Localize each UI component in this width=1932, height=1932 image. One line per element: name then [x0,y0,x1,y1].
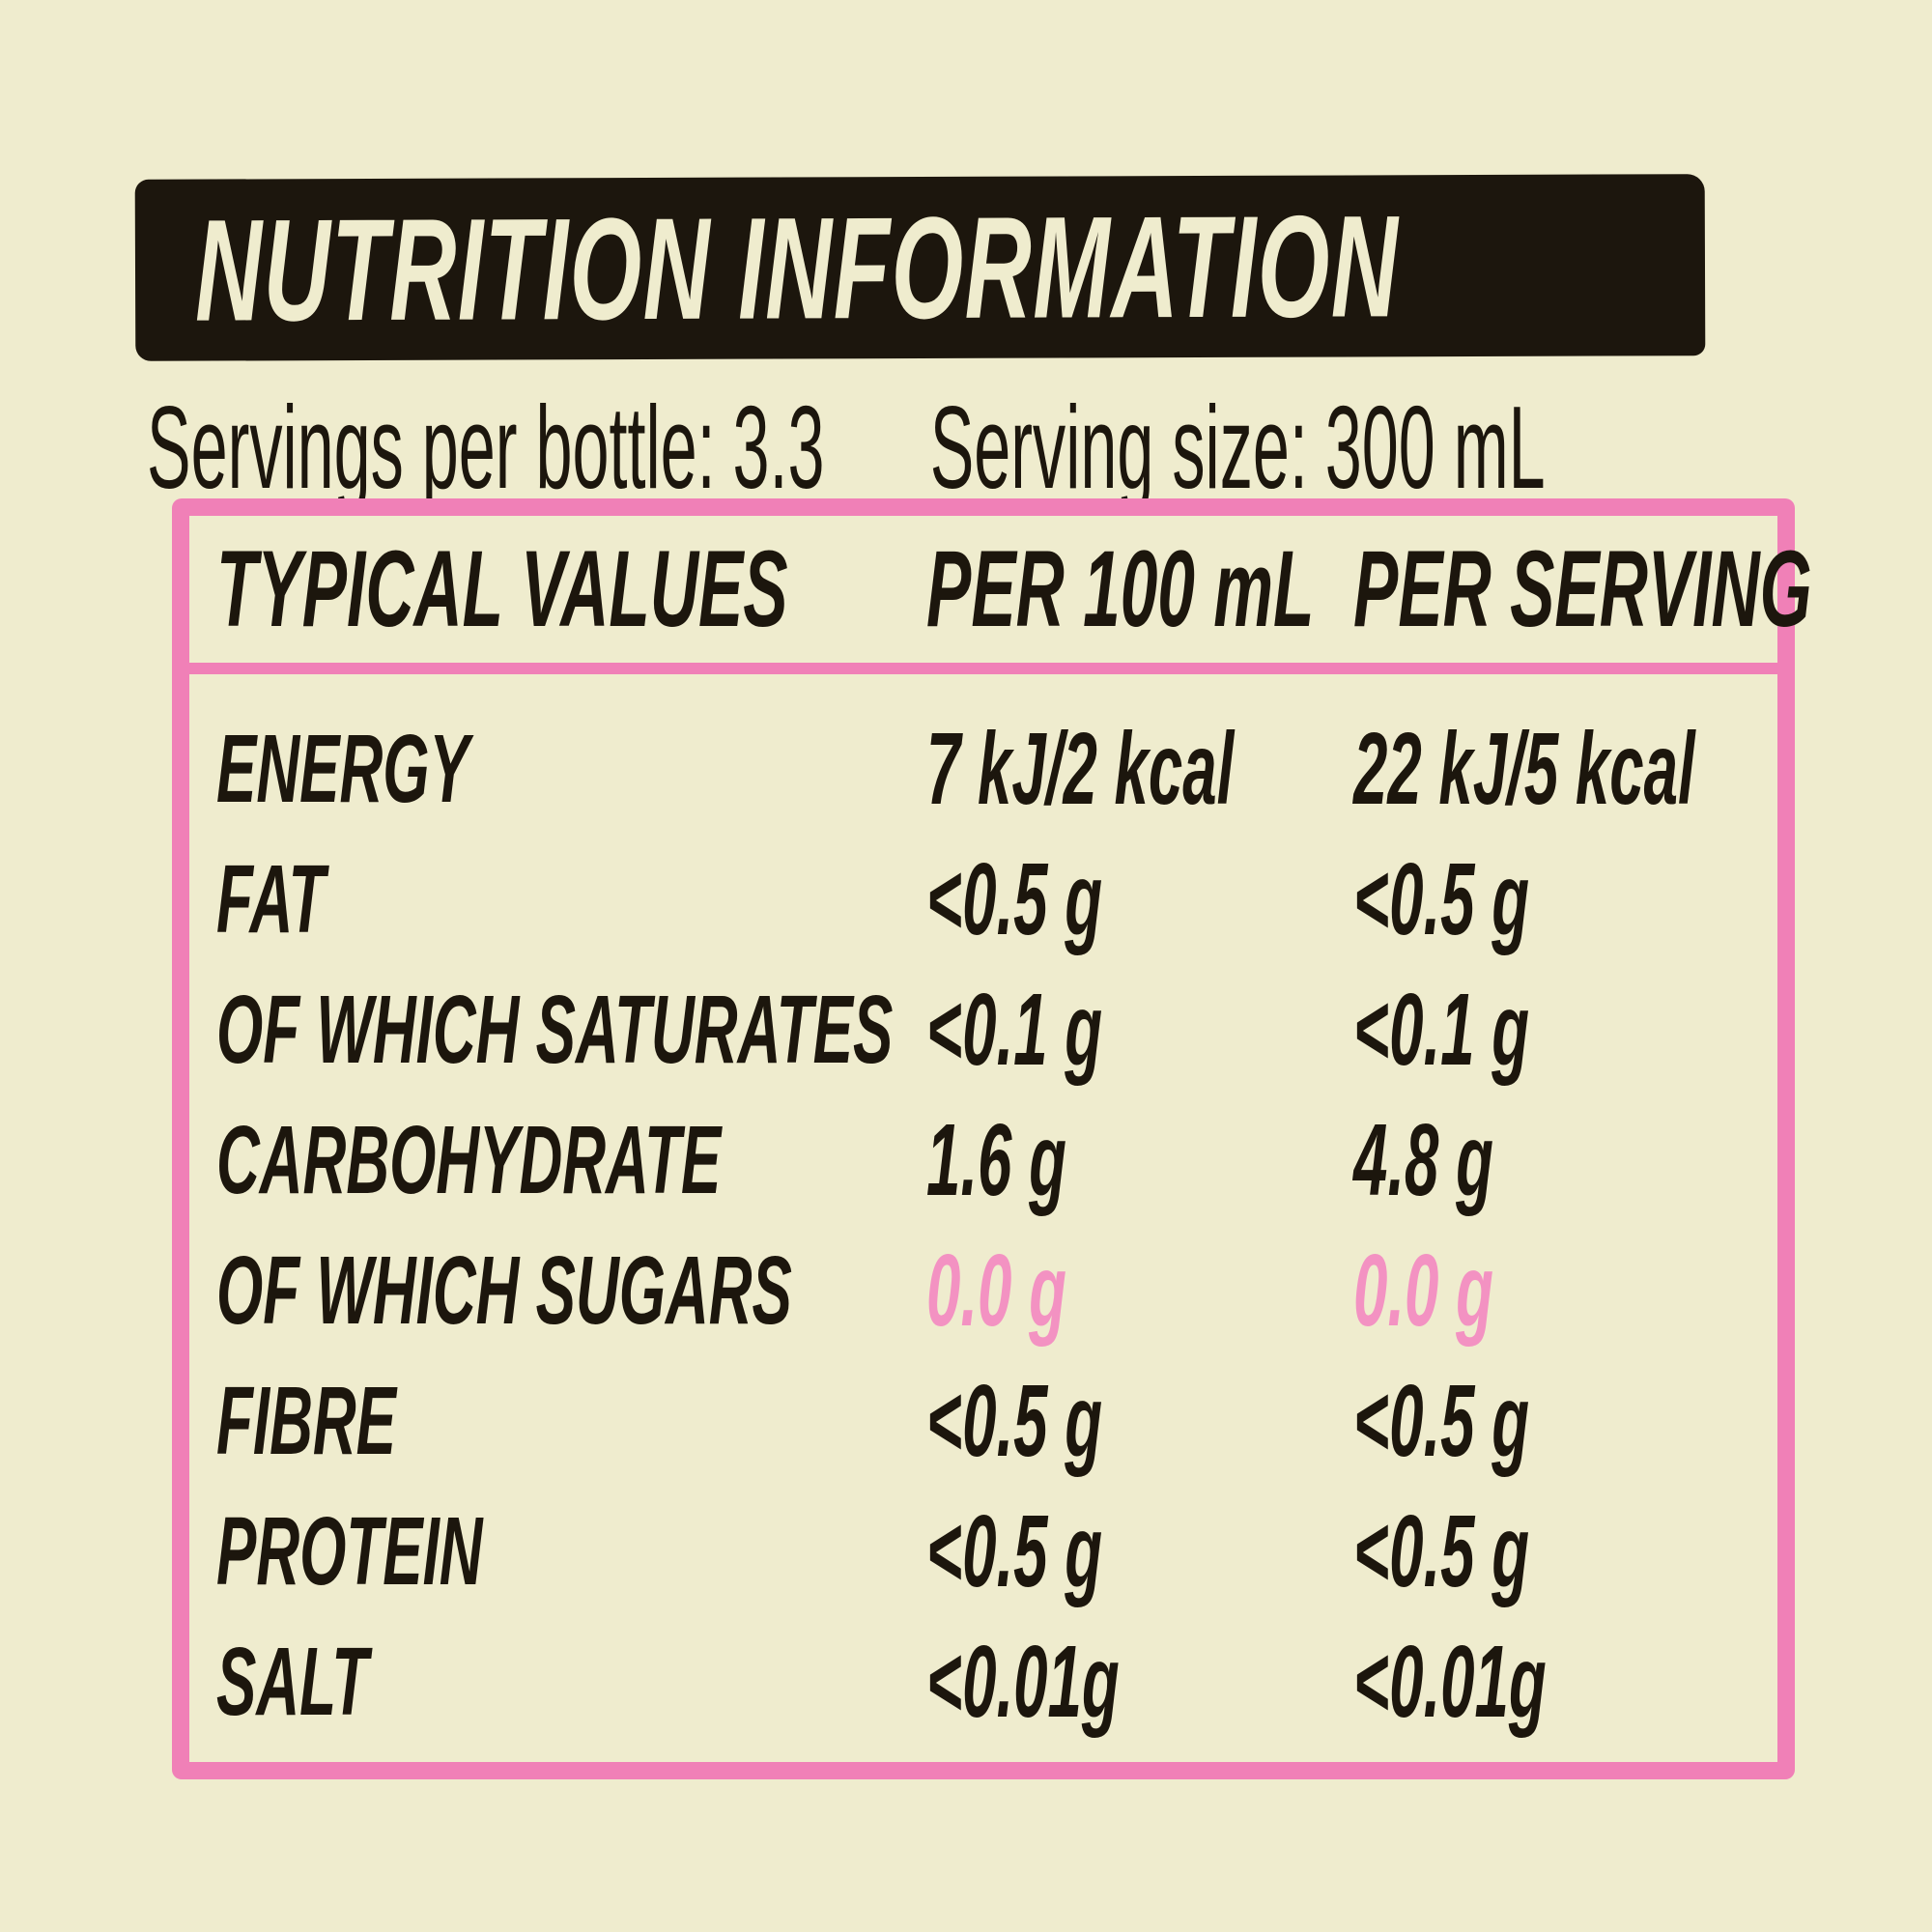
nutrient-name: PROTEIN [216,1496,483,1605]
table-row-energy: ENERGY 7 kJ/2 kcal 22 kJ/5 kcal [216,703,1777,834]
value-per-100ml: 1.6 g [926,1102,1066,1217]
serving-size-label: Serving size: [929,382,1308,513]
table-row-fat: FAT <0.5 g <0.5 g [216,834,1777,964]
title-bar: NUTRITION INFORMATION [134,174,1706,361]
value-per-serving: <0.1 g [1353,972,1530,1087]
value-per-100ml: <0.5 g [926,1493,1103,1608]
value-per-serving: <0.5 g [1353,841,1530,956]
table-row-saturates: OF WHICH SATURATES <0.1 g <0.1 g [216,964,1777,1094]
nutrient-name: SALT [216,1627,369,1736]
nutrient-name: FAT [216,844,326,953]
value-per-100ml: <0.5 g [926,1363,1103,1478]
nutrition-table: TYPICAL VALUES PER 100 mL PER SERVING EN… [172,498,1812,1779]
value-per-serving: <0.01g [1353,1624,1547,1739]
table-header-row: TYPICAL VALUES PER 100 mL PER SERVING [189,516,1812,674]
value-per-100ml-highlighted: 0.0 g [926,1233,1066,1348]
table-row-salt: SALT <0.01g <0.01g [216,1616,1777,1747]
table-row-sugars: OF WHICH SUGARS 0.0 g 0.0 g [216,1225,1777,1355]
value-per-serving-highlighted: 0.0 g [1353,1233,1493,1348]
value-per-serving: 4.8 g [1353,1102,1493,1217]
column-header-typical-values: TYPICAL VALUES [216,528,788,649]
servings-per-bottle-value: 3.3 [732,382,825,513]
column-header-per-serving: PER SERVING [1353,528,1812,649]
value-per-100ml: <0.5 g [926,841,1103,956]
nutrient-name: OF WHICH SATURATES [216,975,894,1084]
nutrient-name: OF WHICH SUGARS [216,1236,792,1345]
value-per-100ml: <0.1 g [926,972,1103,1087]
servings-per-bottle-label: Servings per bottle: [147,382,716,513]
value-per-serving: 22 kJ/5 kcal [1353,711,1695,826]
table-row-fibre: FIBRE <0.5 g <0.5 g [216,1355,1777,1486]
table-row-carbohydrate: CARBOHYDRATE 1.6 g 4.8 g [216,1094,1777,1225]
nutrient-name: ENERGY [216,714,469,823]
nutrient-name: CARBOHYDRATE [216,1105,722,1214]
value-per-100ml: 7 kJ/2 kcal [926,711,1235,826]
value-per-serving: <0.5 g [1353,1363,1530,1478]
value-per-serving: <0.5 g [1353,1493,1530,1608]
nutrition-information-title: NUTRITION INFORMATION [194,185,1400,352]
servings-line: Servings per bottle: 3.3 Serving size: 3… [147,388,1546,506]
column-header-per-100ml: PER 100 mL [926,528,1315,649]
table-row-protein: PROTEIN <0.5 g <0.5 g [216,1486,1777,1616]
nutrient-name: FIBRE [216,1366,396,1475]
table-body: ENERGY 7 kJ/2 kcal 22 kJ/5 kcal FAT <0.5… [189,674,1777,1747]
serving-size-value: 300 mL [1324,382,1546,513]
value-per-100ml: <0.01g [926,1624,1120,1739]
